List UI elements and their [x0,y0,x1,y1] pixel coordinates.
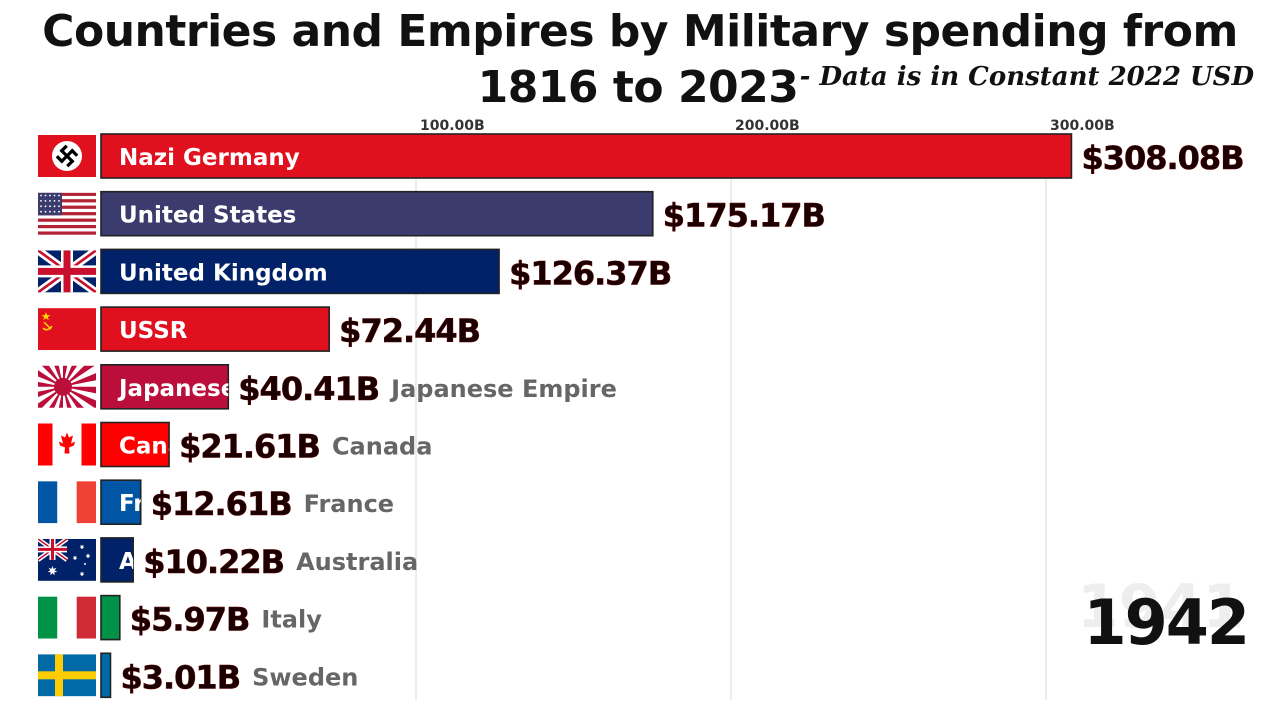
x-tick-label: 300.00B [1050,118,1115,134]
bar-row-japanese-empire: Japanese $40.41B Japanese Empire [38,363,617,410]
bar-label: United States [119,203,296,229]
value-label: $12.61B [151,485,292,523]
bar-row-ussr: USSR $72.44B [38,306,481,352]
bar [100,363,230,410]
bar-row-australia: Australia$10.22B Australia [38,537,418,583]
value-label: $308.08B [1081,139,1243,177]
title-line-1: Countries and Empires by Military spendi… [42,6,1238,57]
bar [100,248,500,295]
value-label: $21.61B [179,428,320,466]
bar-label: Australia [119,549,236,575]
italy-flag-icon [38,596,96,639]
side-label: Canada [332,433,432,461]
bar [100,652,112,699]
value-label: $3.01B [120,658,240,696]
grid-layer: 100.00B 200.00B 300.00B [415,118,1115,700]
france-flag-icon [38,481,96,524]
bar-row-united-kingdom: United Kingdom $126.37B [38,248,673,295]
value-label: $72.44B [339,312,480,350]
bar-layer: Nazi Germany $308.08B United States $175.17… [38,133,1245,699]
value-label: $126.37B [509,254,671,292]
bar [100,190,654,237]
bar-label: USSR [119,318,188,344]
bar [100,479,142,526]
canada-flag-icon [38,423,96,466]
bar-row-nazi-germany: Nazi Germany $308.08B [38,133,1245,179]
bar-label: France [119,491,206,517]
current-year: 1942 [1083,586,1250,659]
x-tick-label: 200.00B [735,118,800,134]
sweden-flag-icon [38,654,96,697]
side-label: Sweden [252,663,358,691]
united-kingdom-flag-icon [38,250,96,293]
ussr-flag-icon [38,308,96,351]
bar [100,421,170,468]
australia-flag-icon [38,538,96,581]
bar-label: Italy [119,607,177,633]
bar-label: Japanese [117,376,236,402]
bar-row-united-states: United States $175.17B [38,190,826,237]
bar [100,133,1073,179]
side-label: Australia [296,548,418,576]
chart-subtitle: - Data is in Constant 2022 USD [799,62,1254,92]
side-label: Japanese Empire [389,375,617,403]
title-line-2: 1816 to 2023 [477,62,799,113]
value-label: $175.17B [663,197,825,235]
bar-row-france: France$12.61B France [38,479,394,526]
bar-row-canada: Canada$21.61B Canada [38,421,432,468]
bar [100,594,121,641]
japanese-empire-flag-icon [38,365,96,408]
previous-year-ghost: 1941 [1077,572,1244,642]
value-label: $10.22B [143,543,284,581]
bar-label: United Kingdom [119,260,328,286]
united-states-flag-icon [38,192,96,235]
bar-label: Canada [119,434,215,460]
bar [100,306,330,352]
nazi-germany-flag-icon [38,135,96,177]
value-label: $40.41B [238,370,379,408]
bar-label: Nazi Germany [119,145,300,171]
value-label: $5.97B [130,601,250,639]
side-label: France [304,490,394,518]
bar [100,537,134,583]
bar-row-italy: Italy$5.97B Italy [38,594,322,641]
side-label: Italy [261,606,322,634]
bar-row-sweden: Sweden$3.01B Sweden [38,652,358,699]
x-tick-label: 100.00B [420,118,485,134]
chart-title: Countries and Empires by Military spendi… [0,4,1280,116]
